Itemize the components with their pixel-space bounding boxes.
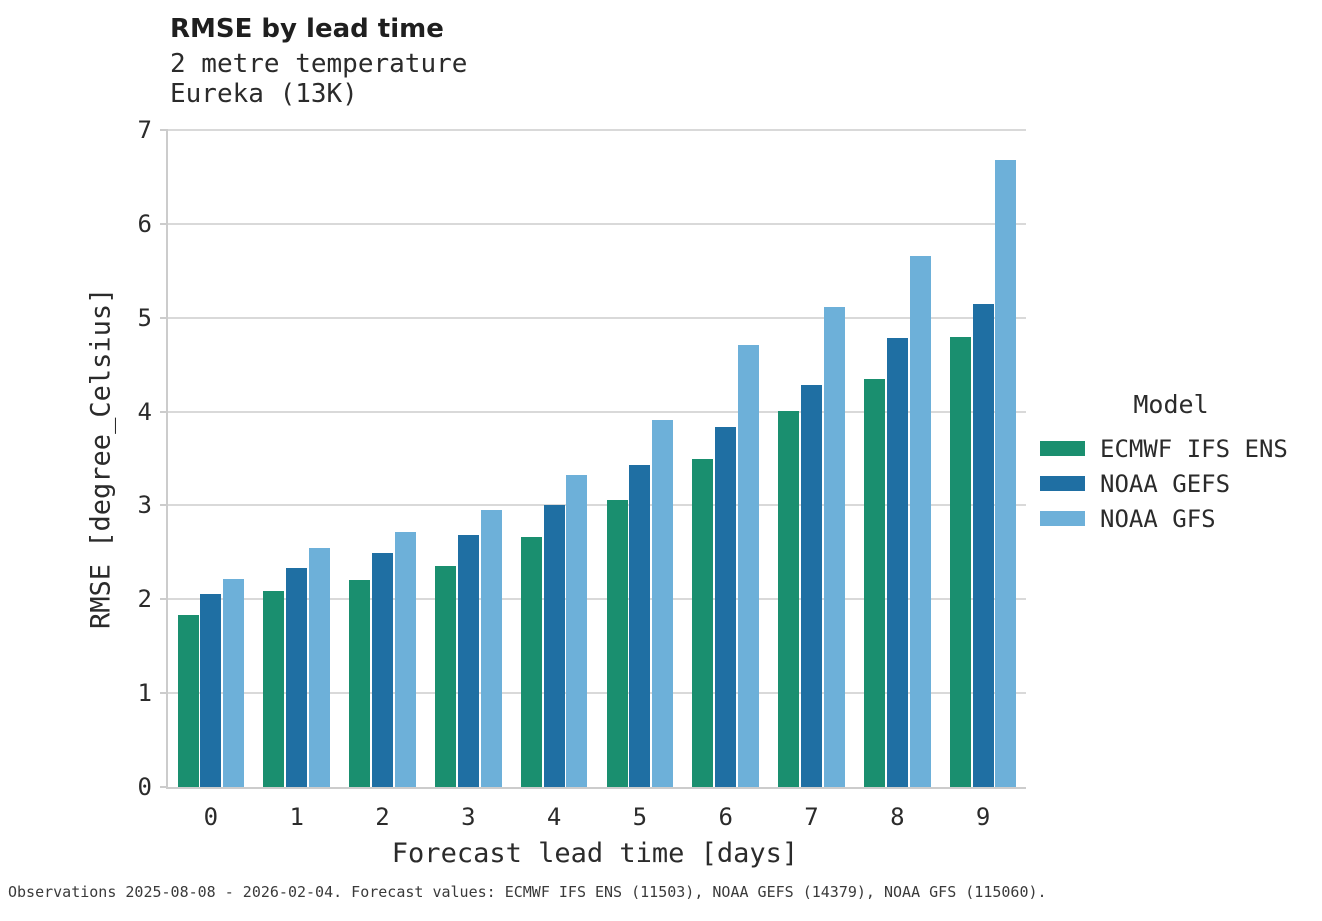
gridline-y3	[168, 504, 1026, 507]
legend-entry-label: ECMWF IFS ENS	[1100, 434, 1288, 463]
gridline-y2	[168, 598, 1026, 601]
bar-noaa-gfs-day2	[394, 531, 416, 787]
bar-noaa-gfs-day7	[823, 307, 845, 787]
bar-ecmwf-ifs-ens-day9	[949, 337, 971, 787]
bar-noaa-gefs-day1	[286, 568, 308, 787]
bar-noaa-gefs-day8	[886, 338, 908, 787]
gridline-y5	[168, 316, 1026, 319]
y-tick-label-7: 7	[137, 116, 152, 144]
y-tick-mark-1	[160, 692, 168, 695]
y-tick-label-5: 5	[137, 303, 152, 332]
bar-noaa-gefs-day9	[972, 303, 994, 787]
legend-entry-label: NOAA GEFS	[1100, 469, 1231, 498]
x-tick-label-8: 8	[890, 803, 905, 831]
x-tick-label-3: 3	[461, 803, 476, 831]
chart-subtitle-line-2: Eureka (13K)	[170, 79, 358, 109]
bar-ecmwf-ifs-ens-day1	[263, 590, 285, 787]
x-tick-label-4: 4	[546, 803, 562, 831]
chart-subtitle: 2 metre temperature Eureka (13K)	[170, 49, 467, 109]
bar-noaa-gfs-day9	[995, 160, 1017, 787]
x-tick-label-0: 0	[203, 803, 219, 831]
y-tick-mark-5	[160, 316, 168, 319]
bar-ecmwf-ifs-ens-day4	[520, 537, 542, 787]
bar-ecmwf-ifs-ens-day6	[692, 458, 714, 787]
bar-ecmwf-ifs-ens-day8	[863, 378, 885, 787]
bar-ecmwf-ifs-ens-day3	[434, 566, 456, 787]
legend-entry-ecmwf-ifs-ens: ECMWF IFS ENS	[1040, 431, 1302, 466]
legend-entry-noaa-gfs: NOAA GFS	[1040, 501, 1302, 536]
bar-noaa-gfs-day1	[309, 547, 331, 787]
legend-entry-label: NOAA GFS	[1100, 504, 1216, 533]
bar-noaa-gefs-day7	[801, 385, 822, 787]
bar-ecmwf-ifs-ens-day5	[606, 499, 628, 787]
gridline-y4	[168, 410, 1026, 413]
x-axis-label: Forecast lead time [days]	[391, 838, 799, 869]
chart-subtitle-line-1: 2 metre temperature	[170, 49, 468, 79]
legend-swatch	[1040, 511, 1085, 526]
bar-noaa-gfs-day5	[652, 420, 674, 787]
y-tick-mark-0	[160, 786, 168, 788]
y-tick-mark-6	[160, 222, 168, 225]
gridline-y1	[168, 692, 1026, 695]
y-tick-mark-2	[160, 598, 168, 601]
y-tick-mark-4	[160, 410, 168, 413]
chart-title: RMSE by lead time	[170, 14, 444, 44]
x-tick-label-7: 7	[804, 803, 819, 831]
bar-noaa-gefs-day6	[715, 426, 737, 787]
x-tick-label-9: 9	[975, 803, 991, 831]
legend-swatch	[1040, 476, 1085, 491]
y-tick-label-0: 0	[137, 773, 152, 801]
legend-title: Model	[1133, 390, 1209, 419]
y-tick-mark-3	[160, 504, 168, 507]
gridline-y7	[168, 129, 1026, 131]
legend-entries: ECMWF IFS ENS NOAA GEFS NOAA GFS	[1040, 431, 1302, 536]
bar-noaa-gefs-day3	[457, 534, 479, 787]
y-tick-label-1: 1	[137, 679, 152, 708]
y-tick-label-4: 4	[137, 397, 152, 426]
y-tick-label-3: 3	[137, 491, 152, 520]
bar-noaa-gefs-day0	[200, 593, 222, 787]
x-tick-label-2: 2	[375, 803, 390, 831]
bar-noaa-gfs-day0	[223, 578, 245, 787]
bar-noaa-gefs-day4	[543, 505, 565, 787]
plot-area: 0 1 2 3 4 5 6 7 0 1 2 3 4 5 6 7 8 9	[138, 118, 1026, 831]
bar-noaa-gfs-day3	[480, 510, 502, 787]
footnote: Observations 2025-08-08 - 2026-02-04. Fo…	[8, 883, 1047, 901]
y-tick-mark-7	[160, 129, 168, 131]
bar-ecmwf-ifs-ens-day7	[778, 410, 800, 787]
x-tick-label-1: 1	[289, 803, 304, 831]
bar-noaa-gefs-day2	[372, 553, 393, 787]
legend-entry-noaa-gefs: NOAA GEFS	[1040, 466, 1302, 501]
x-tick-label-5: 5	[632, 803, 648, 831]
bar-ecmwf-ifs-ens-day2	[349, 579, 371, 787]
bar-noaa-gefs-day5	[629, 465, 651, 787]
bar-noaa-gfs-day8	[909, 255, 931, 787]
bar-noaa-gfs-day4	[566, 475, 588, 787]
gridline-y6	[168, 222, 1026, 225]
x-tick-label-6: 6	[718, 803, 733, 831]
y-tick-label-2: 2	[137, 585, 152, 614]
legend: Model ECMWF IFS ENS NOAA GEFS NOAA GFS	[1040, 390, 1302, 536]
y-tick-label-6: 6	[137, 209, 152, 238]
legend-swatch	[1040, 441, 1085, 456]
bar-ecmwf-ifs-ens-day0	[177, 615, 199, 787]
y-axis-label: RMSE [degree_Celsius]	[85, 287, 117, 630]
bar-noaa-gfs-day6	[738, 344, 760, 787]
